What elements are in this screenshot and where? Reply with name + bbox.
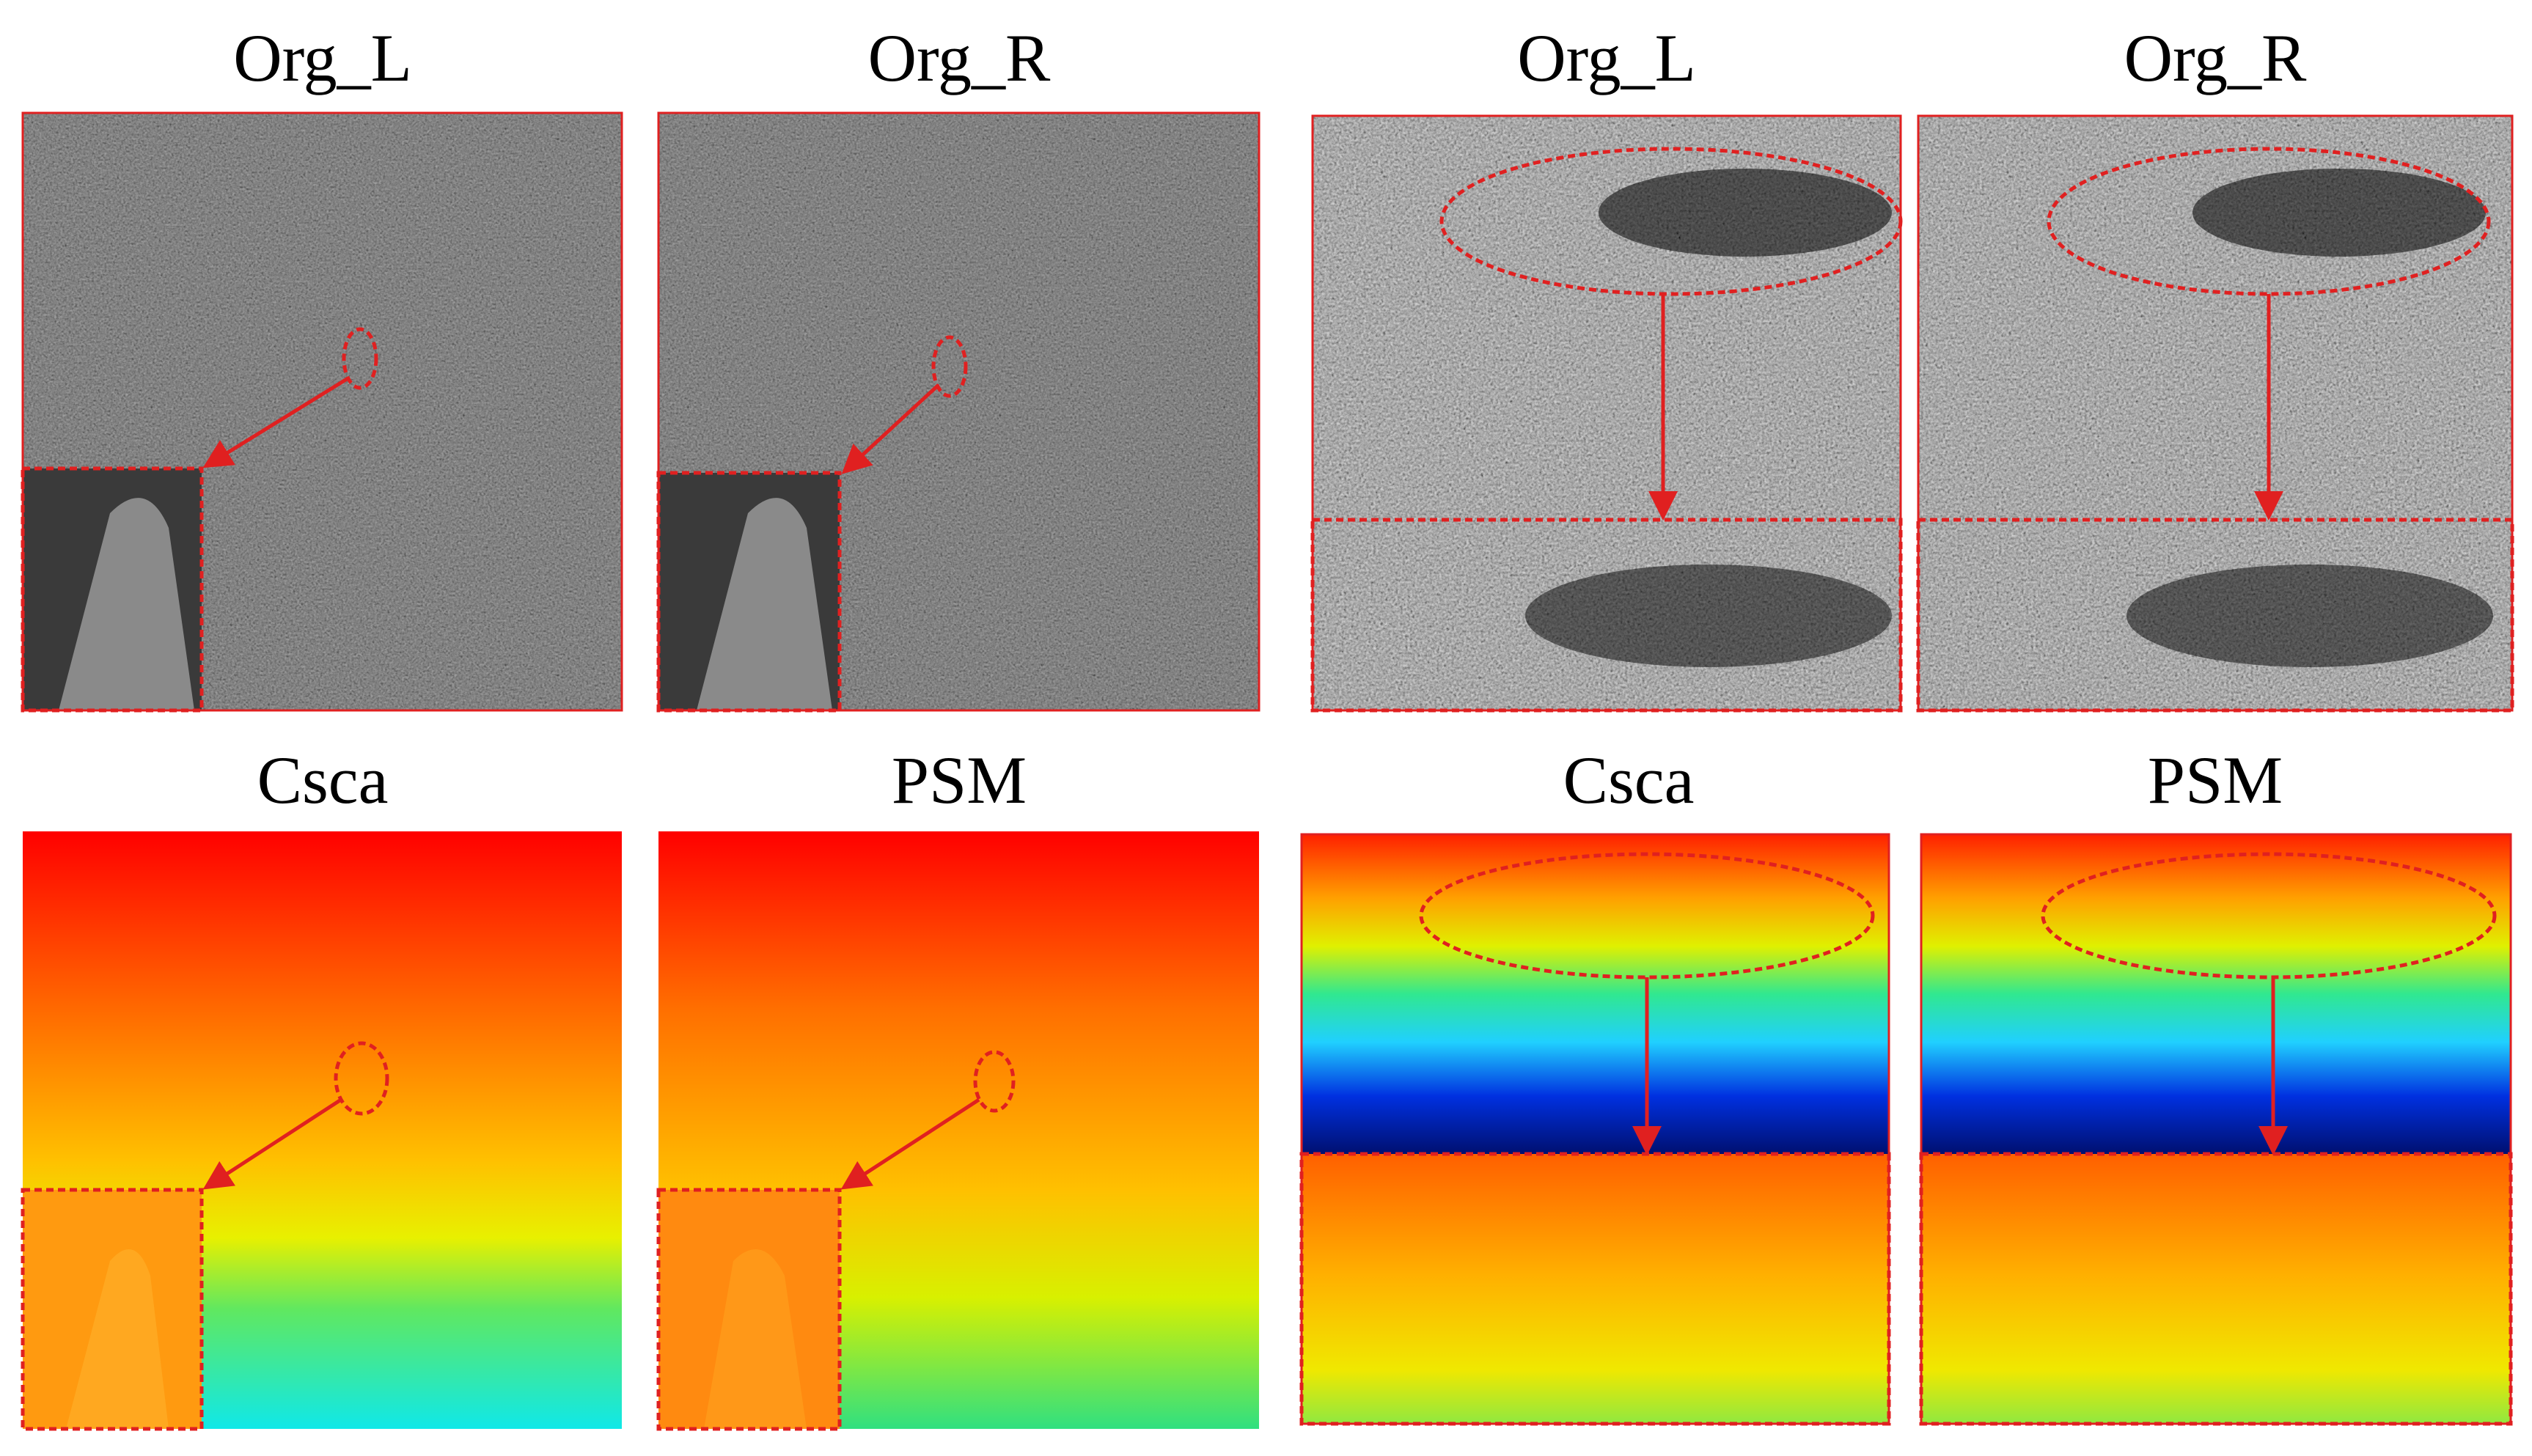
panel-title: Csca [257,743,389,817]
depth-panel [656,831,1259,1431]
panel-title: Org_L [233,21,412,95]
panel-title: Org_R [868,21,1051,95]
image-panel [656,111,1261,713]
image-panel [1916,114,2514,713]
panel-title: Org_R [2124,21,2307,95]
panel-title: Csca [1563,743,1695,817]
depth-panel [1299,833,1891,1426]
panel-title: Org_L [1517,21,1696,95]
image-panel [21,111,623,713]
depth-panel [1919,833,2513,1426]
image-panel [1310,114,1903,713]
panel-title: PSM [892,743,1027,817]
panel-title: PSM [2148,743,2283,817]
depth-panel [21,831,622,1431]
